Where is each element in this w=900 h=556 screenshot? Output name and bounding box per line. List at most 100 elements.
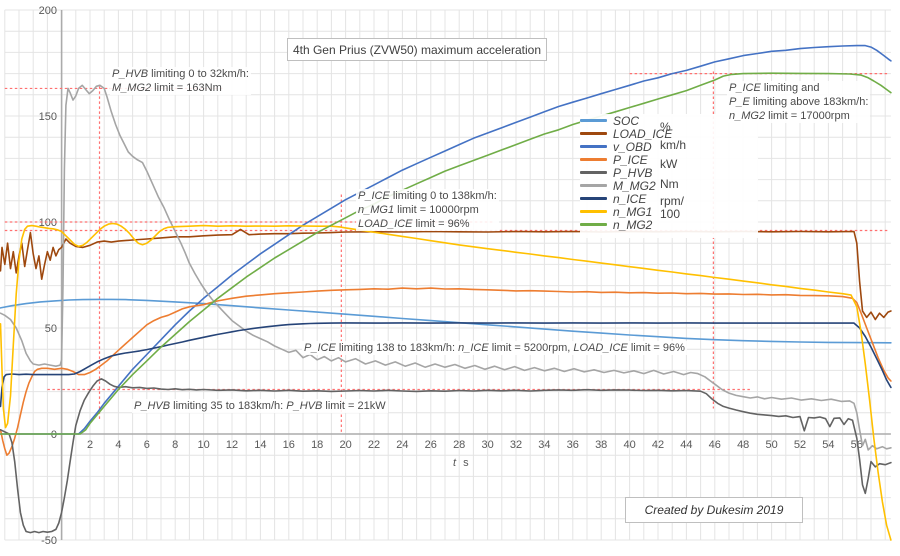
credit-box: Created by Dukesim 2019 (625, 497, 803, 523)
annotation-text: limit = 10000rpm (394, 204, 479, 216)
legend-unit: kW (660, 157, 678, 171)
y-tick-label: 0 (51, 429, 57, 441)
legend-label: n_MG1 (613, 204, 653, 219)
legend-unit: km/h (660, 138, 687, 152)
annotation-line: P_ICE limiting 0 to 138km/h: (358, 189, 497, 203)
x-tick-label: 4 (115, 439, 121, 451)
series-v_OBD (0, 44, 892, 435)
variable-name: LOAD_ICE (573, 342, 628, 354)
x-tick-label: 2 (87, 439, 93, 451)
variable-name: LOAD_ICE (358, 218, 413, 230)
x-tick-label: 52 (794, 439, 806, 451)
variable-name: P_HVB (286, 400, 323, 412)
series-M_MG2 (0, 84, 892, 451)
x-tick-label: 24 (396, 439, 408, 451)
variable-name: M_MG2 (112, 82, 152, 94)
legend-swatch (580, 145, 607, 148)
annotation-3: P_ICE limiting and P_E limiting above 183… (727, 81, 871, 123)
legend-swatch (580, 197, 607, 200)
annotation-text: limit = 17000rpm (765, 110, 850, 122)
series-n_MG2 (0, 72, 892, 435)
annotation-line: P_ICE limiting and (729, 81, 868, 95)
series-n_ICE (0, 322, 892, 408)
x-tick-label: 8 (172, 439, 178, 451)
legend-label: n_MG2 (613, 217, 653, 232)
x-tick-label: 42 (652, 439, 664, 451)
legend-unit: % (660, 120, 671, 134)
y-tick-label: 50 (45, 323, 57, 335)
legend-label: SOC (613, 113, 640, 128)
variable-name: P_HVB (112, 68, 149, 80)
annotation-text: limiting above 183km/h: (749, 96, 869, 108)
legend-item-LOAD_ICE: LOAD_ICE (580, 126, 673, 141)
x-tick-label: 14 (254, 439, 266, 451)
variable-name: P_HVB (134, 400, 171, 412)
annotation-text: limit = 163Nm (151, 82, 222, 94)
annotation-text: limit = 5200rpm, (488, 342, 574, 354)
y-tick-label: 150 (39, 111, 57, 123)
annotation-text: limiting 0 to 138km/h: (389, 190, 497, 202)
legend-label: n_ICE (613, 191, 647, 206)
legend-swatch (580, 210, 607, 213)
annotation-1: P_HVB limiting 0 to 32km/h: M_MG2 limit =… (110, 67, 251, 95)
x-tick-label: 48 (737, 439, 749, 451)
legend-item-SOC: SOC (580, 113, 640, 128)
legend-swatch (580, 184, 607, 187)
annotation-5: P_HVB limiting 35 to 183km/h: P_HVB limi… (132, 399, 388, 413)
annotation-line: n_MG2 limit = 17000rpm (729, 109, 868, 123)
x-tick-label: 16 (283, 439, 295, 451)
x-tick-label: 50 (765, 439, 777, 451)
annotation-text: limit = 96% (412, 218, 470, 230)
series-SOC (0, 298, 892, 344)
y-tick-label: 200 (39, 5, 57, 17)
x-tick-label: 40 (623, 439, 635, 451)
legend-swatch (580, 132, 607, 135)
legend-item-P_HVB: P_HVB (580, 165, 653, 180)
legend-item-M_MG2: M_MG2 (580, 178, 656, 193)
x-tick-label: 26 (425, 439, 437, 451)
annotation-text: limiting 138 to 183km/h: (335, 342, 459, 354)
annotation-line: n_MG1 limit = 10000rpm (358, 203, 497, 217)
legend-label: M_MG2 (613, 178, 656, 193)
x-tick-label: 22 (368, 439, 380, 451)
variable-name: P_ICE (304, 342, 336, 354)
legend-label: P_HVB (613, 165, 653, 180)
x-tick-label: 56 (851, 439, 863, 451)
x-tick-label: 34 (538, 439, 550, 451)
legend-label: LOAD_ICE (613, 126, 673, 141)
legend-label: P_ICE (613, 152, 648, 167)
variable-name: n_MG2 (729, 110, 766, 122)
legend-item-n_MG1: n_MG1 (580, 204, 653, 219)
annotation-text: limiting 0 to 32km/h: (148, 68, 249, 80)
annotation-line: P_E limiting above 183km/h: (729, 95, 868, 109)
legend-unit: 100 (660, 207, 681, 221)
annotation-line: LOAD_ICE limit = 96% (358, 217, 497, 231)
series-n_MG1 (0, 222, 892, 541)
annotation-line: P_HVB limiting 0 to 32km/h: (112, 67, 249, 81)
variable-name: n_ICE (458, 342, 489, 354)
x-tick-label: 46 (709, 439, 721, 451)
legend-label: v_OBD (613, 139, 652, 154)
x-tick-label: 12 (226, 439, 238, 451)
x-tick-label: 44 (680, 439, 692, 451)
x-tick-label: 18 (311, 439, 323, 451)
x-tick-label: 10 (197, 439, 209, 451)
variable-name: P_E (729, 96, 750, 108)
x-tick-label: 30 (481, 439, 493, 451)
legend-unit: Nm (660, 177, 679, 191)
x-tick-label: 36 (567, 439, 579, 451)
legend-item-n_ICE: n_ICE (580, 191, 647, 206)
legend-swatch (580, 171, 607, 174)
series-LOAD_ICE (0, 228, 892, 321)
y-tick-label: -50 (41, 535, 57, 547)
annotation-4: P_ICE limiting 138 to 183km/h: n_ICE lim… (302, 341, 687, 355)
legend-unit: rpm/ (660, 194, 684, 208)
legend-item-n_MG2: n_MG2 (580, 217, 653, 232)
x-tick-label: 6 (144, 439, 150, 451)
x-tick-label: 20 (339, 439, 351, 451)
annotation-text: limiting and (760, 82, 820, 94)
x-tick-label: 54 (822, 439, 834, 451)
annotation-text: limiting 35 to 183km/h: (170, 400, 287, 412)
